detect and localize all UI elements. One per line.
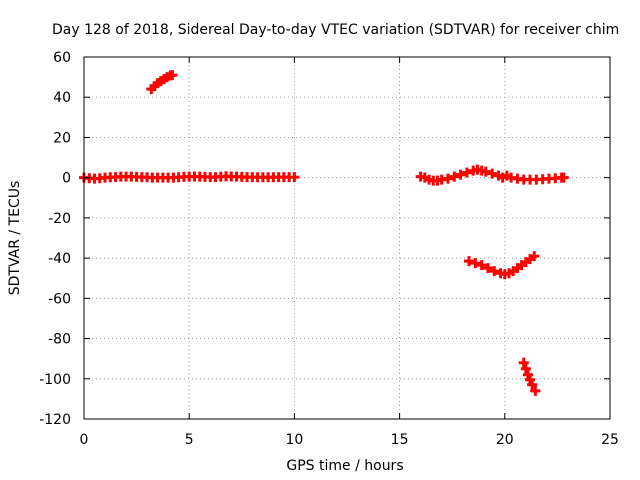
data-point [464, 256, 475, 267]
x-tick-label: 10 [285, 432, 303, 448]
data-point [558, 172, 569, 183]
x-tick-labels: 0 5 10 15 20 25 [80, 432, 619, 448]
axis-ticks [83, 56, 611, 420]
data-point [461, 167, 472, 178]
y-tick-label: 60 [53, 50, 71, 66]
y-tick-label: 20 [53, 130, 71, 146]
series-track-3 [415, 164, 569, 186]
y-tick-label: -40 [48, 251, 71, 267]
y-tick-label: -60 [48, 291, 71, 307]
data-point [449, 171, 460, 182]
series-track-1 [79, 171, 300, 184]
data-point [289, 172, 300, 183]
y-tick-label: -20 [48, 211, 71, 227]
data-point [476, 260, 487, 271]
y-tick-label: -80 [48, 332, 71, 348]
data-point [525, 374, 536, 385]
data-point [527, 379, 538, 390]
data-point [520, 363, 531, 374]
data-point [522, 369, 533, 380]
data-points [79, 70, 569, 396]
x-tick-label: 0 [80, 432, 89, 448]
y-tick-label: 0 [62, 171, 71, 187]
data-point [470, 258, 481, 269]
data-point [529, 251, 540, 262]
series-track-2 [146, 70, 178, 95]
data-point [482, 263, 493, 274]
data-point [530, 385, 541, 396]
y-tick-label: 40 [53, 90, 71, 106]
grid-lines [84, 57, 610, 419]
y-axis-title: SDTVAR / TECUs [7, 181, 23, 296]
data-point [167, 70, 178, 81]
x-tick-label: 5 [185, 432, 194, 448]
y-tick-labels: -120 -100 -80 -60 -40 -20 0 20 40 60 [39, 50, 71, 428]
series-track-5 [518, 357, 541, 396]
chart-title: Day 128 of 2018, Sidereal Day-to-day VTE… [52, 22, 619, 38]
x-tick-label: 15 [391, 432, 409, 448]
y-tick-label: -120 [39, 412, 71, 428]
y-tick-label: -100 [39, 372, 71, 388]
x-tick-label: 25 [601, 432, 619, 448]
plot-frame [83, 56, 611, 420]
data-point [487, 168, 498, 179]
series-track-4 [464, 251, 540, 280]
data-point [480, 166, 491, 177]
data-point [442, 173, 453, 184]
x-tick-label: 20 [496, 432, 514, 448]
x-axis-title: GPS time / hours [286, 458, 403, 474]
data-point [518, 357, 529, 368]
data-point [489, 266, 500, 277]
data-point [455, 169, 466, 180]
